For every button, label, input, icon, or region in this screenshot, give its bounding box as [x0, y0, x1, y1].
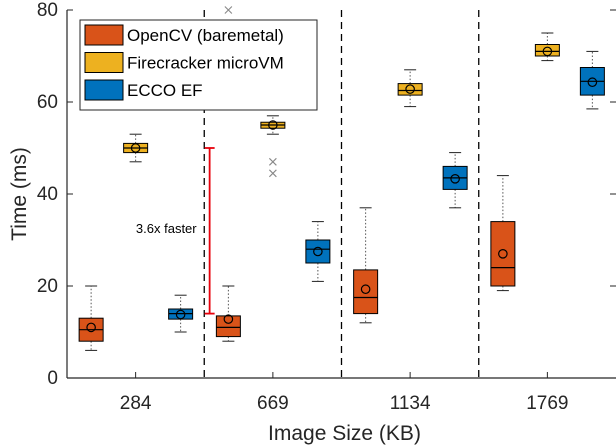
outlier-marker	[268, 157, 277, 166]
x-tick-label: 284	[120, 393, 152, 414]
box-body	[397, 83, 423, 96]
legend-label: OpenCV (baremetal)	[127, 26, 284, 45]
box-body	[490, 221, 516, 287]
y-tick-label: 80	[37, 0, 58, 21]
outlier-stroke	[224, 6, 233, 14]
axes-group: 0 20 40 60 80 284 669 1134 1769	[37, 0, 616, 414]
y-tick-label: 60	[37, 92, 58, 113]
box-1-1	[260, 115, 286, 178]
legend-swatch	[84, 24, 124, 46]
y-tick-label: 0	[47, 368, 58, 389]
outlier-stroke	[268, 157, 277, 166]
mean-marker	[313, 246, 323, 257]
legend-label: ECCO EF	[127, 81, 203, 100]
box-1-3	[534, 32, 560, 62]
y-tick-label: 40	[37, 184, 58, 205]
box-body	[353, 269, 379, 315]
x-tick-label: 669	[257, 393, 289, 414]
box-series-group	[78, 6, 605, 351]
legend-item: Firecracker microVM	[84, 52, 284, 73]
box-2-3	[579, 50, 605, 110]
box-0-2	[353, 207, 379, 324]
x-axis-label: Image Size (KB)	[268, 422, 421, 445]
box-body	[534, 44, 560, 57]
box-2-0	[168, 294, 194, 333]
outlier-marker	[268, 169, 277, 178]
legend: OpenCV (baremetal) Firecracker microVM ECC…	[79, 19, 318, 111]
legend-swatch	[84, 79, 124, 101]
box-1-2	[397, 69, 423, 108]
mean-marker	[175, 309, 186, 320]
mean-marker	[587, 77, 598, 88]
series-0	[78, 6, 516, 351]
mean-marker	[130, 143, 141, 153]
outlier-marker	[224, 6, 233, 14]
box-2-1	[305, 221, 331, 282]
box-0-0	[78, 285, 104, 351]
x-tick-label: 1769	[526, 393, 568, 414]
series-1	[123, 32, 560, 178]
annotation-group: 3.6x faster	[136, 147, 215, 315]
legend-swatch	[84, 52, 124, 73]
box-body	[305, 239, 331, 264]
outlier-stroke	[268, 169, 277, 178]
box-0-3	[490, 175, 516, 292]
box-0-1	[215, 6, 241, 342]
series-2	[168, 50, 605, 333]
legend-label: Firecracker microVM	[127, 54, 284, 73]
box-1-0	[123, 133, 149, 163]
mean-marker	[360, 284, 371, 295]
mean-marker	[223, 314, 234, 324]
legend-item: OpenCV (baremetal)	[84, 24, 284, 46]
y-axis-label: Time (ms)	[8, 147, 31, 241]
mean-marker	[498, 249, 508, 259]
box-body	[215, 315, 241, 338]
y-tick-label: 20	[37, 276, 58, 297]
mean-marker	[542, 46, 553, 57]
box-2-2	[442, 152, 468, 209]
mean-marker	[450, 174, 460, 184]
mean-marker	[86, 322, 96, 333]
legend-item: ECCO EF	[84, 79, 203, 101]
x-tick-label: 1134	[390, 393, 431, 414]
mean-marker	[405, 84, 415, 94]
annotation-label: 3.6x faster	[136, 221, 197, 236]
mean-marker	[268, 120, 278, 130]
